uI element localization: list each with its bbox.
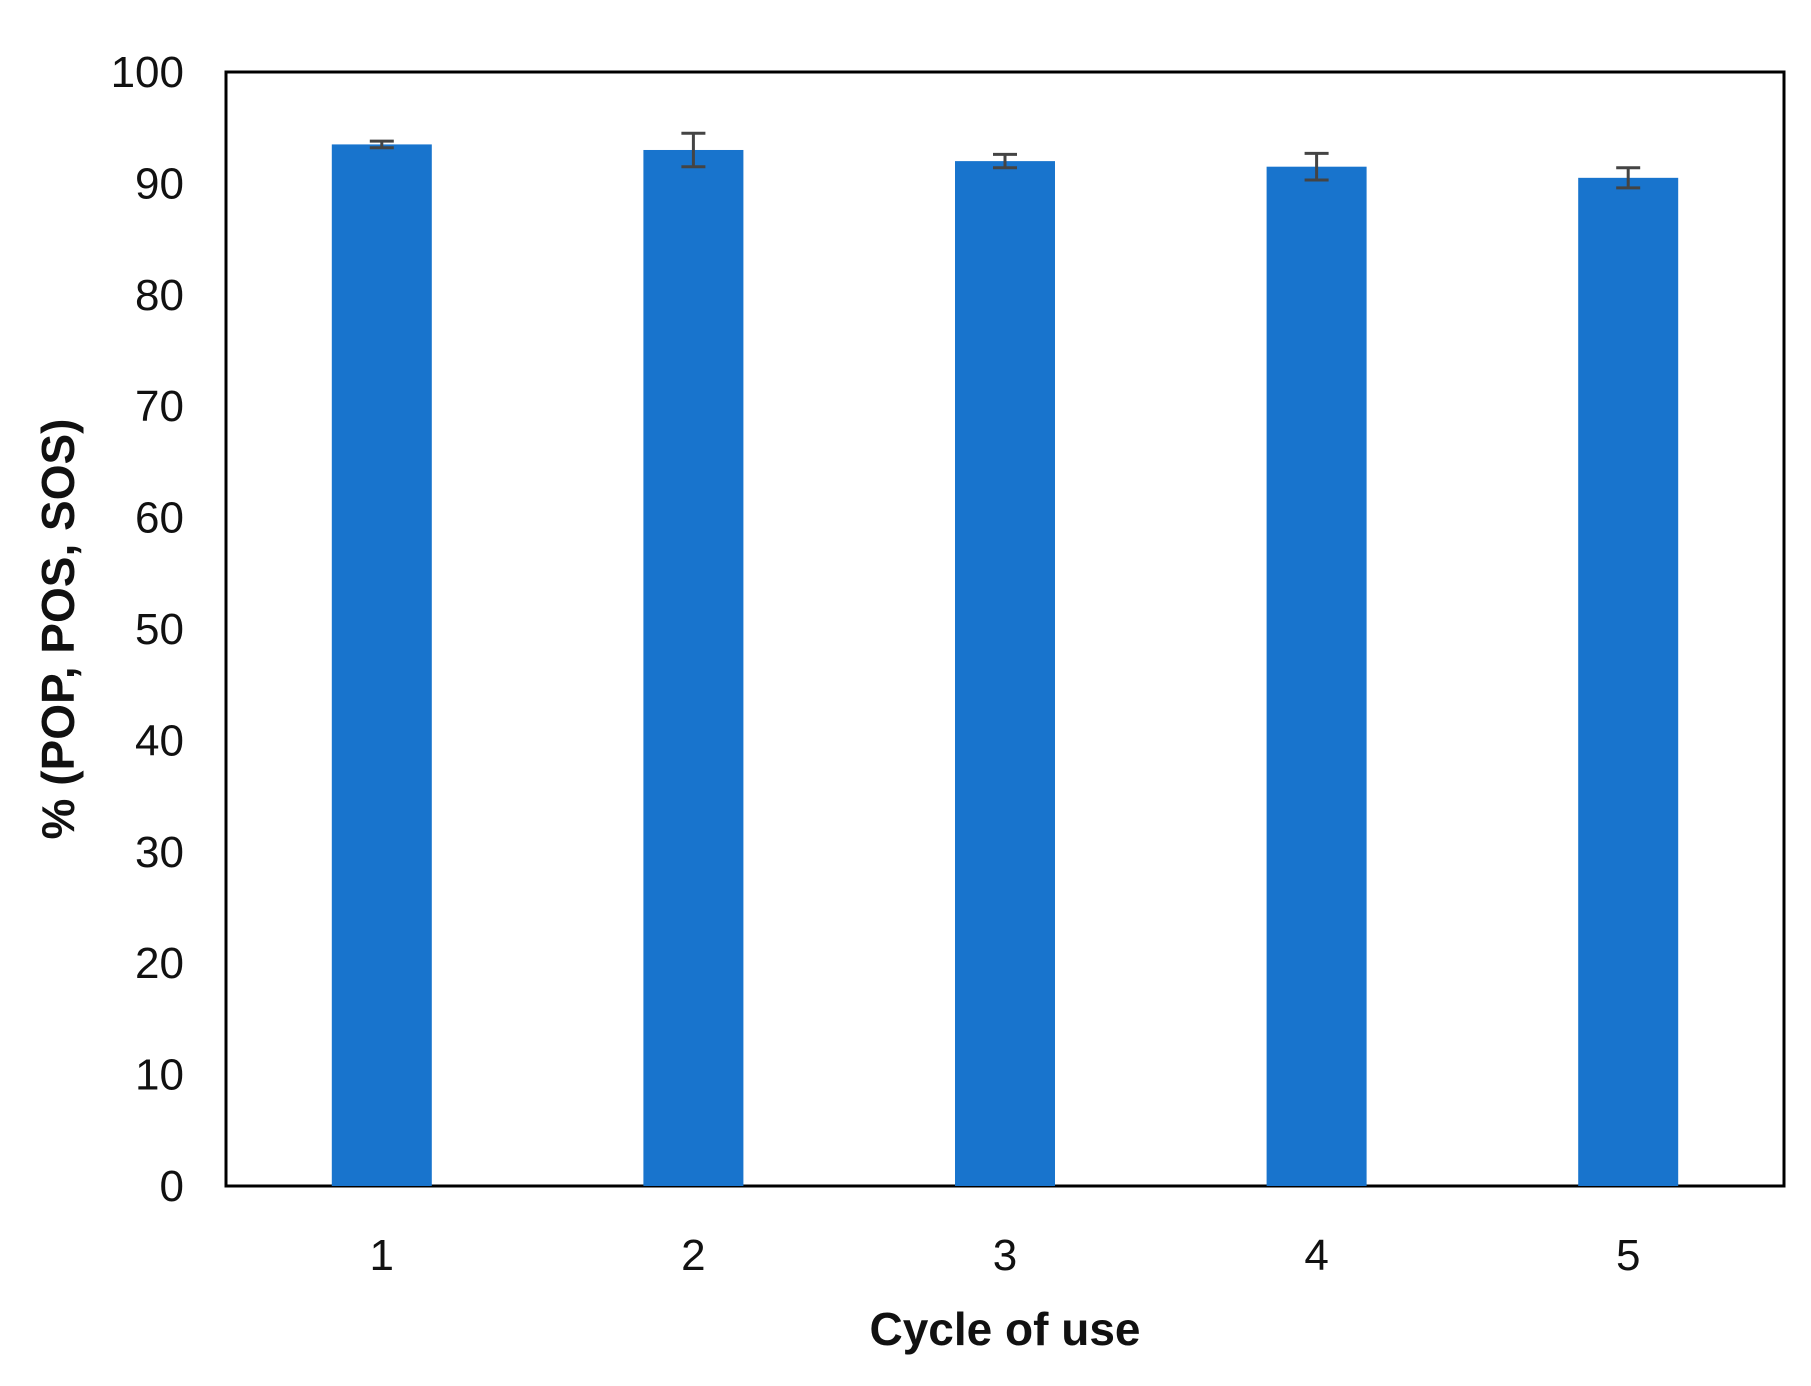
- bar: [331, 144, 432, 1186]
- y-tick-label: 80: [135, 271, 184, 320]
- error-bar: [1304, 151, 1329, 182]
- error-bars-group: [369, 131, 1641, 190]
- error-bar: [681, 131, 706, 169]
- bar: [955, 161, 1055, 1186]
- y-axis-ticks: 0 10 20 30 40 50 60 70 80 90 100: [111, 48, 184, 1211]
- y-tick-label: 20: [135, 939, 184, 988]
- x-axis-ticks: 1 2 3 4 5: [370, 1231, 1641, 1280]
- error-bar: [369, 139, 394, 150]
- bar: [1578, 177, 1679, 1186]
- x-tick-label: 5: [1616, 1231, 1640, 1280]
- y-tick-label: 100: [111, 48, 184, 97]
- y-tick-label: 60: [135, 494, 184, 543]
- y-tick-label: 0: [160, 1162, 184, 1211]
- x-tick-label: 4: [1304, 1231, 1328, 1280]
- y-tick-label: 30: [135, 828, 184, 877]
- y-tick-label: 90: [135, 159, 184, 208]
- y-tick-label: 40: [135, 716, 184, 765]
- x-tick-label: 2: [681, 1231, 705, 1280]
- y-tick-label: 70: [135, 382, 184, 431]
- x-tick-label: 1: [370, 1231, 394, 1280]
- y-tick-label: 10: [135, 1051, 184, 1100]
- bar: [1266, 166, 1367, 1186]
- x-axis-title: Cycle of use: [870, 1303, 1141, 1355]
- y-tick-label: 50: [135, 605, 184, 654]
- bars-group: [331, 144, 1679, 1187]
- error-bar: [1616, 166, 1641, 190]
- error-bar: [993, 152, 1017, 170]
- y-axis-title: % (POP, POS, SOS): [32, 419, 84, 840]
- x-tick-label: 3: [993, 1231, 1017, 1280]
- bar: [643, 149, 744, 1187]
